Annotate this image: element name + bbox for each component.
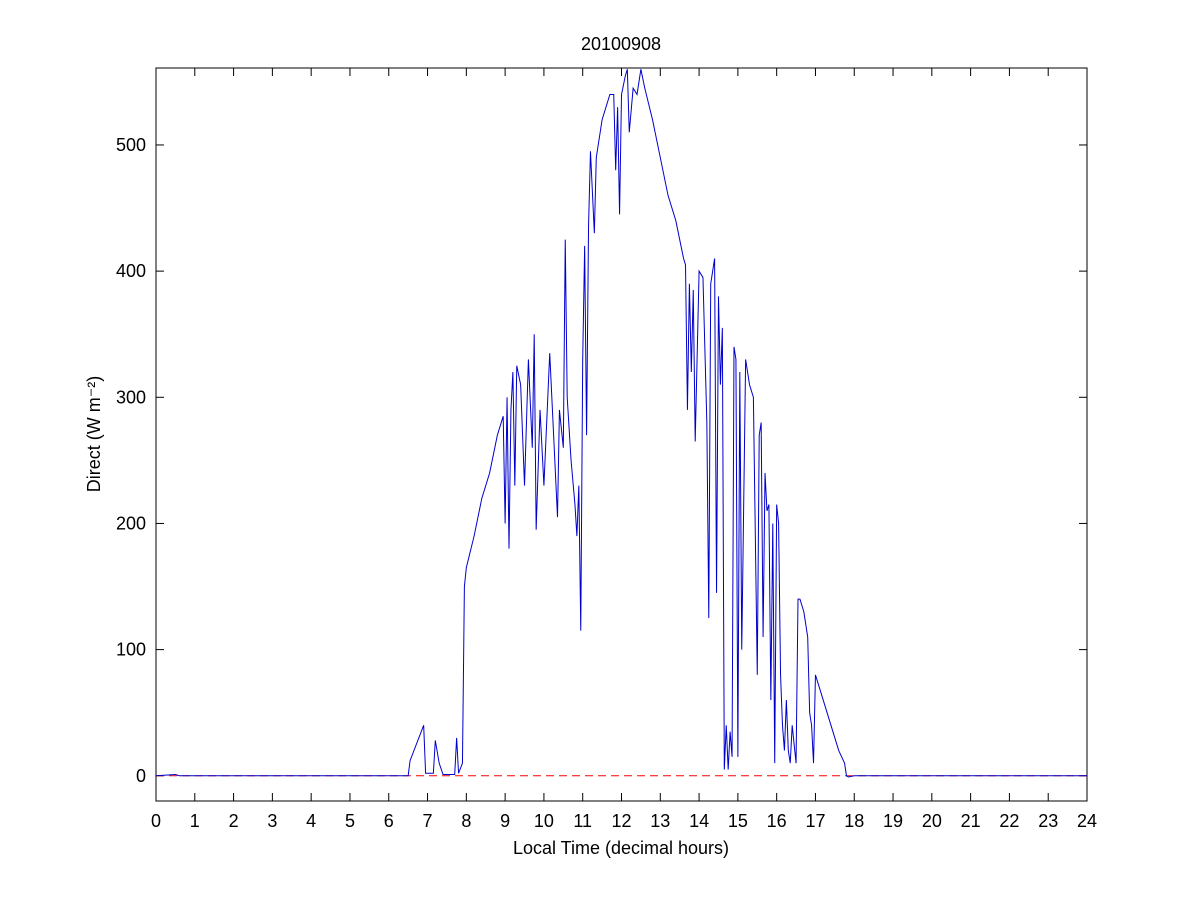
y-axis-label: Direct (W m⁻²) xyxy=(84,376,104,492)
x-tick-label: 23 xyxy=(1038,811,1058,831)
x-axis-label: Local Time (decimal hours) xyxy=(513,838,729,858)
x-tick-label: 3 xyxy=(267,811,277,831)
x-tick-label: 10 xyxy=(534,811,554,831)
x-tick-label: 18 xyxy=(844,811,864,831)
y-tick-label: 100 xyxy=(116,640,146,660)
x-tick-label: 20 xyxy=(922,811,942,831)
x-tick-label: 6 xyxy=(384,811,394,831)
x-tick-label: 14 xyxy=(689,811,709,831)
x-tick-label: 15 xyxy=(728,811,748,831)
x-tick-label: 22 xyxy=(999,811,1019,831)
y-tick-label: 200 xyxy=(116,513,146,533)
x-tick-label: 16 xyxy=(767,811,787,831)
x-tick-label: 13 xyxy=(650,811,670,831)
y-tick-label: 300 xyxy=(116,387,146,407)
data-line xyxy=(155,69,1087,778)
chart-title: 20100908 xyxy=(581,34,661,54)
x-tick-label: 1 xyxy=(190,811,200,831)
y-tick-label: 0 xyxy=(136,766,146,786)
x-tick-label: 2 xyxy=(229,811,239,831)
x-tick-label: 17 xyxy=(805,811,825,831)
y-tick-label: 500 xyxy=(116,135,146,155)
x-tick-label: 19 xyxy=(883,811,903,831)
x-tick-label: 4 xyxy=(306,811,316,831)
y-tick-label: 400 xyxy=(116,261,146,281)
x-tick-label: 12 xyxy=(611,811,631,831)
x-tick-label: 21 xyxy=(961,811,981,831)
x-tick-label: 7 xyxy=(423,811,433,831)
x-tick-label: 8 xyxy=(461,811,471,831)
x-tick-label: 9 xyxy=(500,811,510,831)
x-tick-label: 24 xyxy=(1077,811,1097,831)
x-tick-label: 5 xyxy=(345,811,355,831)
x-tick-label: 11 xyxy=(573,811,592,831)
x-tick-label: 0 xyxy=(151,811,161,831)
